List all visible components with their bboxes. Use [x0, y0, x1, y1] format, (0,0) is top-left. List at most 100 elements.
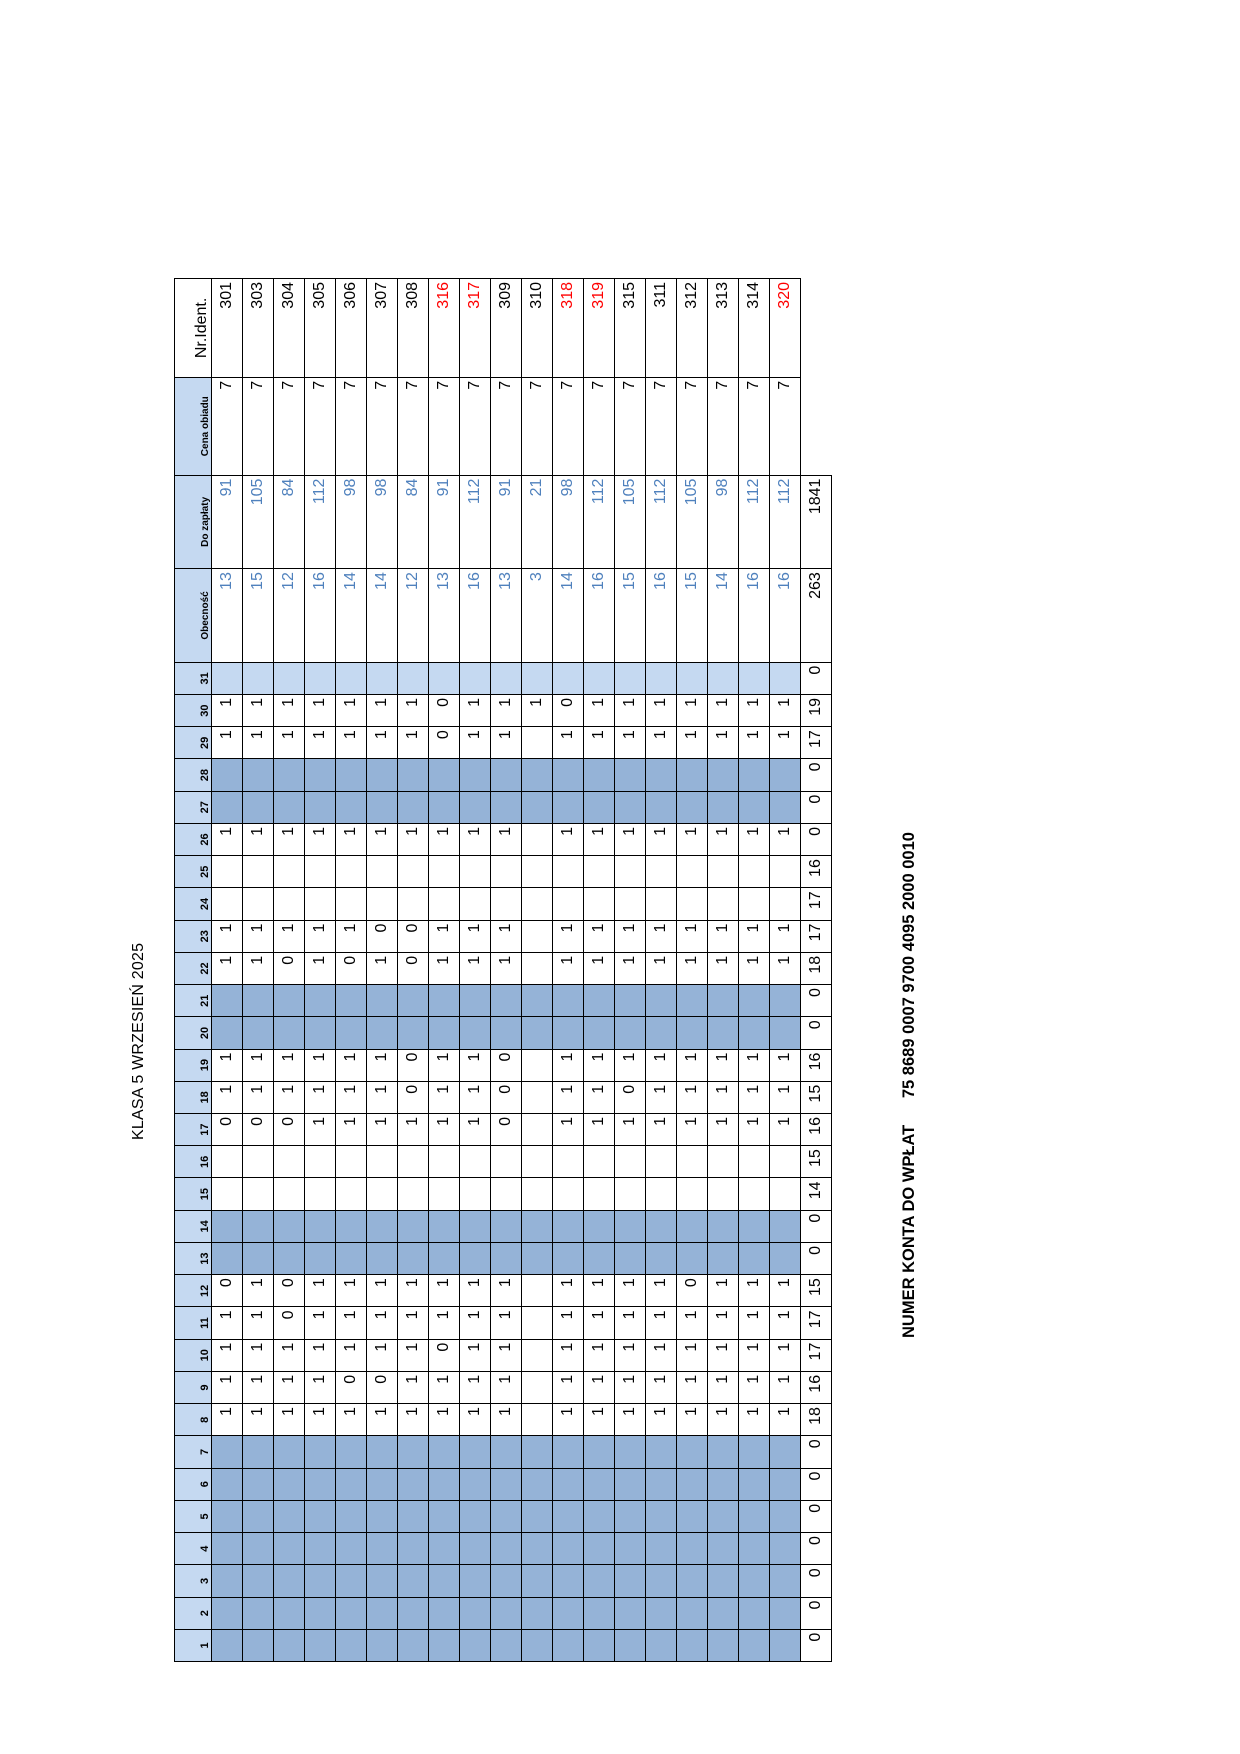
day-cell — [521, 1113, 553, 1146]
day-cell-off — [676, 1242, 708, 1275]
day-cell-off — [273, 1435, 305, 1469]
day-cell-off — [645, 1500, 677, 1533]
do-zaplaty-cell: 105 — [614, 475, 646, 569]
day-cell: 1 — [645, 1339, 677, 1372]
day-cell — [521, 823, 553, 856]
day-cell: 1 — [707, 920, 739, 953]
total-day-cell: 14 — [800, 1177, 832, 1211]
day-cell: 1 — [459, 1274, 491, 1307]
day-cell-empty — [242, 662, 274, 695]
day-cell — [521, 952, 553, 985]
day-cell: 1 — [211, 694, 243, 727]
day-cell-off — [428, 1597, 460, 1630]
day-cell-off — [335, 984, 367, 1017]
day-cell-off — [428, 791, 460, 824]
day-cell-off — [583, 758, 615, 792]
day-cell-off — [397, 1532, 429, 1565]
day-cell-off — [397, 1435, 429, 1469]
day-cell: 1 — [645, 1113, 677, 1146]
day-cell: 1 — [707, 1081, 739, 1114]
day-cell: 0 — [211, 1113, 243, 1146]
day-cell: 1 — [211, 920, 243, 953]
day-cell: 1 — [769, 1113, 801, 1146]
day-cell-off — [490, 758, 522, 792]
day-cell — [521, 1339, 553, 1372]
header-day-24: 24 — [174, 887, 212, 921]
day-cell — [614, 855, 646, 888]
day-cell: 1 — [459, 1306, 491, 1340]
day-cell: 1 — [645, 1371, 677, 1404]
day-cell — [738, 1145, 770, 1178]
day-cell — [738, 887, 770, 921]
day-cell: 0 — [397, 952, 429, 985]
day-cell-off — [335, 791, 367, 824]
day-cell — [335, 887, 367, 921]
day-cell-off — [304, 984, 336, 1017]
attendance-table-wrapper: 1 2 3 4 5 6 7 8 9 10 11 12 13 14 15 16 17 18 19 20 21 22 23 24 2… — [174, 278, 846, 1662]
day-cell: 1 — [459, 1049, 491, 1082]
table-row: 1 0 1 1 1 1 1 1 1 0 1 1 1 14 98 7 307 — [366, 278, 398, 1662]
day-cell: 1 — [583, 1049, 615, 1082]
day-cell: 1 — [366, 726, 398, 759]
nr-ident-cell: 315 — [614, 278, 646, 378]
day-cell — [707, 887, 739, 921]
day-cell-empty — [459, 662, 491, 695]
day-cell: 1 — [335, 1306, 367, 1340]
day-cell: 1 — [366, 1081, 398, 1114]
day-cell: 1 — [769, 1339, 801, 1372]
do-zaplaty-cell: 112 — [738, 475, 770, 569]
day-cell-off — [335, 1629, 367, 1662]
day-cell-off — [273, 1210, 305, 1243]
day-cell-off — [676, 1629, 708, 1662]
day-cell-off — [335, 1500, 367, 1533]
cena-cell: 7 — [738, 377, 770, 476]
day-cell-off — [490, 791, 522, 824]
cena-cell: 7 — [490, 377, 522, 476]
day-cell — [707, 1177, 739, 1211]
day-cell-off — [242, 1629, 274, 1662]
day-cell-off — [614, 791, 646, 824]
day-cell: 1 — [676, 823, 708, 856]
nr-ident-cell: 312 — [676, 278, 708, 378]
day-cell-off — [552, 758, 584, 792]
total-day-cell: 15 — [800, 1081, 832, 1114]
day-cell: 1 — [459, 726, 491, 759]
day-cell: 1 — [738, 1403, 770, 1436]
day-cell: 0 — [552, 694, 584, 727]
header-day-15: 15 — [174, 1177, 212, 1211]
day-cell: 1 — [552, 1306, 584, 1340]
day-cell-off — [707, 1532, 739, 1565]
obecnosc-cell: 15 — [676, 568, 708, 663]
day-cell: 0 — [242, 1113, 274, 1146]
day-cell-off — [242, 1468, 274, 1501]
day-cell-off — [707, 1597, 739, 1630]
day-cell-off — [459, 1242, 491, 1275]
header-day-7: 7 — [174, 1435, 212, 1469]
obecnosc-cell: 12 — [273, 568, 305, 663]
day-cell: 1 — [552, 1113, 584, 1146]
day-cell: 1 — [366, 823, 398, 856]
day-cell: 1 — [738, 1339, 770, 1372]
do-zaplaty-cell: 105 — [242, 475, 274, 569]
day-cell: 1 — [614, 1403, 646, 1436]
day-cell-off — [459, 758, 491, 792]
day-cell — [521, 1306, 553, 1340]
day-cell — [645, 855, 677, 888]
day-cell-off — [552, 1242, 584, 1275]
obecnosc-cell: 14 — [707, 568, 739, 663]
day-cell-off — [459, 1629, 491, 1662]
cena-cell: 7 — [428, 377, 460, 476]
day-cell: 0 — [211, 1274, 243, 1307]
day-cell: 1 — [335, 920, 367, 953]
day-cell: 1 — [769, 1371, 801, 1404]
day-cell-off — [707, 1468, 739, 1501]
day-cell-off — [335, 758, 367, 792]
day-cell-off — [335, 1597, 367, 1630]
day-cell: 1 — [707, 823, 739, 856]
day-cell-off — [273, 1564, 305, 1598]
do-zaplaty-cell: 112 — [583, 475, 615, 569]
day-cell: 0 — [490, 1081, 522, 1114]
day-cell: 1 — [769, 694, 801, 727]
day-cell-off — [769, 984, 801, 1017]
header-day-21: 21 — [174, 984, 212, 1017]
